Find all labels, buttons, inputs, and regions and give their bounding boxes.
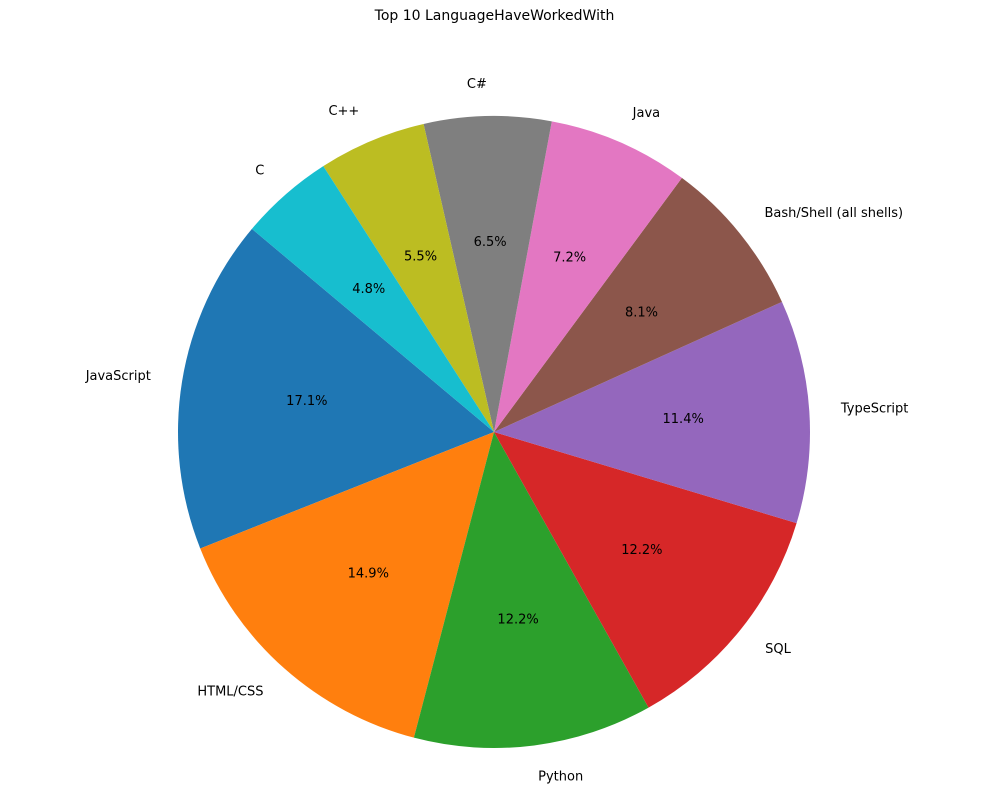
pct-label-typescript: 11.4% — [663, 412, 704, 427]
pct-label-c: 5.5% — [404, 250, 437, 265]
category-label-typescript: TypeScript — [840, 402, 909, 417]
category-label-html-css: HTML/CSS — [197, 685, 263, 700]
slice-bash-shell-all-shells — [494, 177, 782, 432]
pie-labels: 17.1% JavaScript 14.9% HTML/CSS 12.2% Python 1… — [85, 77, 909, 784]
pct-label-c: 4.8% — [352, 282, 385, 297]
slice-javascript — [177, 228, 495, 549]
category-label-sql: SQL — [765, 642, 791, 657]
slice-c — [251, 166, 494, 433]
category-label-javascript: JavaScript — [85, 369, 151, 384]
pct-label-c: 6.5% — [474, 235, 507, 250]
slice-html-css — [200, 432, 494, 738]
pct-label-html-css: 14.9% — [348, 566, 389, 581]
slice-c — [423, 116, 552, 433]
category-label-java: Java — [632, 106, 660, 121]
pct-label-bash-shell-all-shells: 8.1% — [625, 305, 658, 320]
pct-label-python: 12.2% — [497, 613, 538, 628]
category-label-c: C++ — [328, 104, 359, 119]
slice-python — [413, 432, 649, 749]
category-label-bash-shell-all-shells: Bash/Shell (all shells) — [764, 206, 903, 221]
category-label-c: C# — [467, 77, 487, 92]
pct-label-sql: 12.2% — [621, 543, 662, 558]
slice-typescript — [494, 301, 810, 524]
slice-java — [494, 121, 682, 432]
slice-sql — [494, 432, 797, 708]
pct-label-java: 7.2% — [553, 251, 586, 266]
category-label-python: Python — [538, 769, 583, 784]
slice-c — [323, 123, 494, 432]
chart-title: Top 10 LanguageHaveWorkedWith — [374, 8, 615, 24]
pct-label-javascript: 17.1% — [286, 394, 327, 409]
pie-slices — [177, 116, 810, 749]
category-label-c: C — [255, 164, 264, 179]
